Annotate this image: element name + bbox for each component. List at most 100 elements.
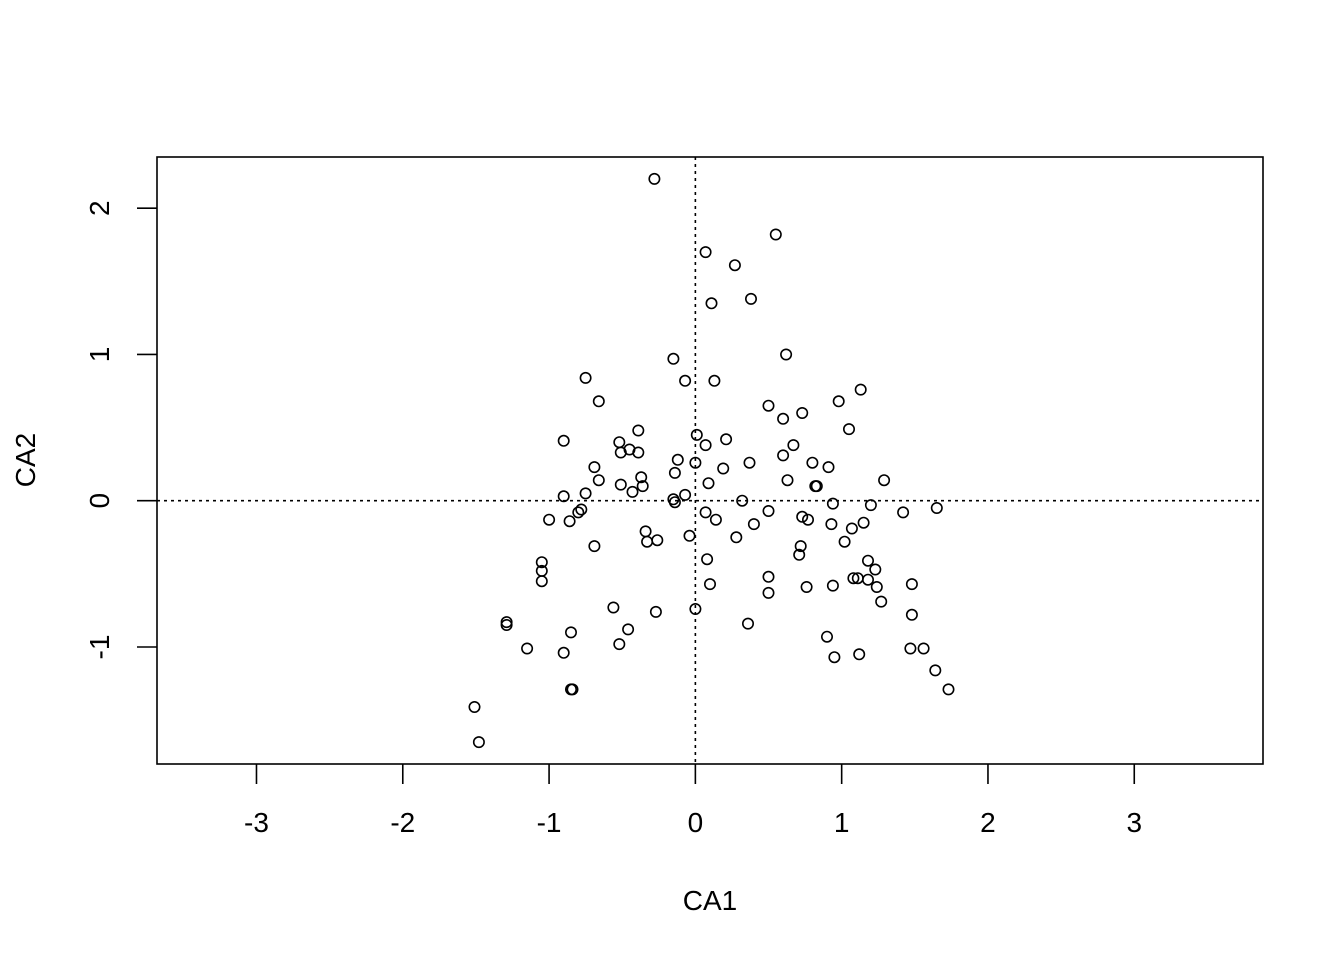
data-point bbox=[825, 518, 838, 531]
data-point bbox=[667, 352, 680, 365]
y-tick-label: 0 bbox=[84, 493, 115, 509]
data-point bbox=[747, 518, 760, 531]
data-point bbox=[607, 601, 620, 614]
data-point bbox=[762, 399, 775, 412]
data-point bbox=[649, 605, 662, 618]
data-point bbox=[689, 456, 702, 469]
data-point bbox=[864, 499, 877, 512]
data-point bbox=[717, 462, 730, 475]
data-point bbox=[679, 374, 692, 387]
data-point bbox=[875, 595, 888, 608]
data-point bbox=[557, 646, 570, 659]
data-point bbox=[701, 553, 714, 566]
data-point bbox=[668, 466, 681, 479]
data-point bbox=[762, 570, 775, 583]
data-point bbox=[613, 436, 626, 449]
data-point bbox=[632, 446, 645, 459]
data-point bbox=[592, 395, 605, 408]
data-point bbox=[613, 638, 626, 651]
data-point bbox=[929, 664, 942, 677]
data-point bbox=[521, 642, 534, 655]
x-tick-label: -3 bbox=[244, 807, 269, 838]
data-point bbox=[793, 548, 806, 561]
data-point bbox=[579, 487, 592, 500]
data-point bbox=[762, 586, 775, 599]
data-point bbox=[588, 461, 601, 474]
data-point bbox=[845, 522, 858, 535]
data-point bbox=[769, 228, 782, 241]
data-point bbox=[806, 456, 819, 469]
data-point bbox=[535, 556, 548, 569]
data-point bbox=[689, 602, 702, 615]
data-point bbox=[632, 424, 645, 437]
data-point bbox=[794, 540, 807, 553]
x-tick-label: -1 bbox=[537, 807, 562, 838]
data-point bbox=[543, 513, 556, 526]
data-point bbox=[557, 434, 570, 447]
x-axis: -3 -2 -1 0 1 2 3 bbox=[244, 764, 1142, 838]
data-point bbox=[744, 292, 757, 305]
data-point bbox=[826, 497, 839, 510]
plot-frame bbox=[156, 156, 1264, 765]
data-point bbox=[651, 534, 664, 547]
data-point bbox=[472, 736, 485, 749]
data-point bbox=[822, 461, 835, 474]
data-point bbox=[942, 683, 955, 696]
data-point bbox=[861, 554, 874, 567]
data-point bbox=[703, 578, 716, 591]
data-point bbox=[743, 456, 756, 469]
data-point bbox=[861, 573, 874, 586]
x-tick-label: 3 bbox=[1126, 807, 1142, 838]
reference-lines bbox=[157, 157, 1263, 764]
y-axis-label: CA2 bbox=[10, 433, 41, 487]
data-point bbox=[781, 474, 794, 487]
data-point bbox=[699, 246, 712, 259]
data-point bbox=[917, 642, 930, 655]
x-tick-label: -2 bbox=[390, 807, 415, 838]
data-point bbox=[838, 535, 851, 548]
data-point bbox=[810, 480, 823, 493]
data-point bbox=[930, 501, 943, 514]
data-point bbox=[564, 626, 577, 639]
data-point bbox=[870, 580, 883, 593]
data-point bbox=[575, 503, 588, 516]
data-point bbox=[614, 478, 627, 491]
y-tick-label: -1 bbox=[84, 635, 115, 660]
data-point bbox=[468, 700, 481, 713]
x-axis-label: CA1 bbox=[683, 885, 737, 916]
data-point bbox=[777, 449, 790, 462]
data-point bbox=[847, 572, 860, 585]
data-point bbox=[563, 515, 576, 528]
data-points bbox=[468, 172, 955, 749]
data-point bbox=[500, 618, 513, 631]
data-point bbox=[564, 683, 577, 696]
data-point bbox=[626, 485, 639, 498]
data-point bbox=[857, 516, 870, 529]
data-point bbox=[679, 488, 692, 501]
data-point bbox=[579, 371, 592, 384]
data-point bbox=[869, 563, 882, 576]
data-point bbox=[557, 490, 570, 503]
data-point bbox=[796, 406, 809, 419]
data-point bbox=[668, 496, 681, 509]
data-point bbox=[622, 623, 635, 636]
data-point bbox=[897, 506, 910, 519]
data-point bbox=[828, 651, 841, 664]
data-point bbox=[787, 439, 800, 452]
data-point bbox=[854, 383, 867, 396]
data-point bbox=[572, 506, 585, 519]
data-point bbox=[614, 446, 627, 459]
data-point bbox=[639, 525, 652, 538]
y-tick-label: 1 bbox=[84, 347, 115, 363]
data-point bbox=[736, 494, 749, 507]
data-point bbox=[592, 474, 605, 487]
data-point bbox=[853, 648, 866, 661]
data-point bbox=[905, 608, 918, 621]
data-point bbox=[648, 172, 661, 185]
data-point bbox=[832, 395, 845, 408]
data-point bbox=[702, 477, 715, 490]
x-tick-label: 1 bbox=[834, 807, 850, 838]
data-point bbox=[796, 510, 809, 523]
data-point bbox=[826, 579, 839, 592]
data-point bbox=[690, 428, 703, 441]
